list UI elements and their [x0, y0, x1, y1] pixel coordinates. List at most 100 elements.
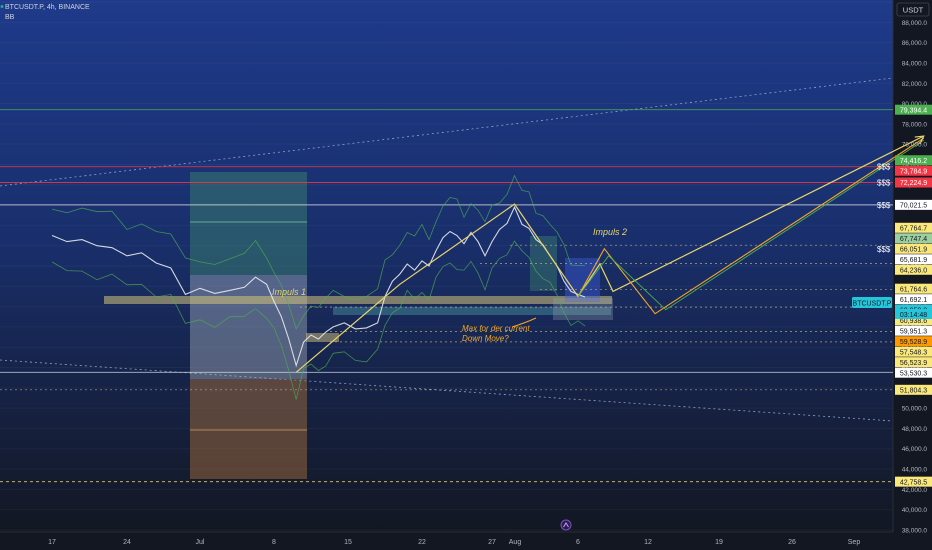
max-note-line-1: Max for der current [462, 324, 530, 333]
price-tag-label: 57,548.3 [900, 349, 927, 356]
projection-box-blue [565, 258, 600, 302]
price-tag [895, 336, 932, 347]
dollar-level-label: $$$ [877, 163, 891, 172]
price-tag [895, 283, 932, 294]
target-arrowhead [914, 135, 925, 145]
bollinger-bands [51, 174, 586, 400]
lower-demand-zone [306, 333, 339, 342]
price-tag-label: 51,804.3 [900, 387, 927, 394]
tradingview-logo-icon[interactable] [560, 519, 572, 531]
loss-zone-box [190, 379, 307, 479]
price-line [51, 205, 586, 368]
countdown-label: 03:14:48 [900, 312, 927, 319]
time-axis: 17 24 Jul 8 15 22 27 Aug 6 12 19 26 Sep [48, 539, 860, 546]
price-tag-label: 59,951.3 [900, 328, 927, 335]
price-tag [895, 199, 932, 210]
price-tag-label: 79,394.4 [900, 107, 927, 114]
profit-zone-box [190, 172, 307, 275]
lower-trendline [0, 359, 894, 422]
price-tag-label: 59,528.9 [900, 339, 927, 346]
time-tick-label: 8 [272, 539, 276, 546]
time-tick-label: Aug [509, 539, 522, 546]
price-tag [895, 294, 932, 305]
currency-button[interactable] [896, 2, 930, 17]
price-tag-label: 70,021.5 [900, 202, 927, 209]
price-tag [895, 165, 932, 176]
price-tag-label: 72,224.9 [900, 180, 927, 187]
price-tag-label: 56,523.9 [900, 360, 927, 367]
price-tag-label: 67,764.7 [900, 225, 927, 232]
dollar-level-label: $$$ [877, 201, 891, 210]
time-tick-label: 24 [123, 539, 131, 546]
price-tag [895, 476, 932, 487]
time-axis-background [0, 532, 893, 550]
time-tick-label: Sep [848, 539, 861, 546]
price-tag [895, 357, 932, 368]
price-tag [895, 243, 932, 254]
price-tag [895, 384, 932, 395]
projection-paths [295, 135, 925, 373]
price-tag-label: 61,764.6 [900, 286, 927, 293]
symbol-line[interactable]: BTCUSDT.P, 4h, BINANCE [5, 4, 90, 11]
price-tick-label: 76,000.0 [902, 142, 928, 149]
price-tag [895, 177, 932, 188]
price-tick-label: 84,000.0 [902, 60, 928, 67]
price-tag-label: 61,692.1 [900, 297, 927, 304]
price-tag [895, 155, 932, 166]
price-tag-label: 73,784.9 [900, 168, 927, 175]
current-symbol-tag [852, 297, 892, 308]
price-tag-label: 66,051.9 [900, 246, 927, 253]
price-tick-label: 88,000.0 [902, 20, 928, 27]
price-tag [895, 315, 932, 326]
dollar-level-labels: $$$ $$$ $$$ $$$ [877, 163, 891, 254]
projection-box-green [530, 236, 557, 291]
current-symbol-label: BTCUSDT.P [853, 301, 892, 308]
indicator-label[interactable]: BB [5, 14, 15, 21]
countdown-tag [895, 309, 932, 319]
alternative-projection-path [577, 137, 925, 315]
time-tick-label: 15 [344, 539, 352, 546]
dollar-level-label: $$$ [877, 178, 891, 187]
time-tick-label: 6 [576, 539, 580, 546]
price-tag-label: 42,758.5 [900, 479, 927, 486]
time-tick-label: Jul [196, 539, 205, 546]
impuls-2-label: Impuls 2 [593, 227, 627, 237]
projection-box-grey [553, 298, 613, 320]
price-tag-label: 60,938.6 [900, 318, 927, 325]
demand-zone [333, 307, 611, 315]
price-tick-label: 80,000.0 [902, 101, 928, 108]
risk-zone-box [190, 275, 307, 379]
price-tag [895, 367, 932, 378]
green-projection-path [577, 139, 925, 311]
current-price-marker: BTCUSDT.P 03:14:48 [852, 297, 932, 319]
price-tag [895, 222, 932, 233]
price-tick-label: 74,000.0 [902, 162, 928, 169]
time-tick-label: 22 [418, 539, 426, 546]
price-tag [895, 233, 932, 244]
price-tick-label: 86,000.0 [902, 40, 928, 47]
dollar-level-label: $$$ [877, 245, 891, 254]
bb-upper-band [51, 174, 585, 330]
max-note-arrow [511, 317, 537, 328]
price-tick-label: 42,000.0 [902, 487, 928, 494]
time-tick-label: 27 [488, 539, 496, 546]
price-tag [895, 254, 932, 265]
time-tick-label: 12 [644, 539, 652, 546]
currency-button-label[interactable]: USDT [903, 6, 924, 15]
price-tags: 79,394.4 74,416.2 73,784.9 72,224.9 70,021.5… [895, 104, 932, 487]
time-tick-label: 17 [48, 539, 56, 546]
time-tick-label: 19 [715, 539, 723, 546]
price-tick-label: 82,000.0 [902, 81, 928, 88]
plot-background [0, 0, 893, 532]
price-tag-label: 53,530.3 [900, 370, 927, 377]
bb-lower-band [51, 240, 586, 400]
price-tick-label: 44,000.0 [902, 467, 928, 474]
horizontal-levels [0, 109, 893, 483]
price-tick-label: 40,000.0 [902, 507, 928, 514]
price-tag-label: 64,236.0 [900, 267, 927, 274]
price-tag-label: 65,681.9 [900, 257, 927, 264]
impuls-1-label: Impuls 1 [272, 287, 306, 297]
price-tag-label: 74,416.2 [900, 158, 927, 165]
max-note-line-2: Down Move? [462, 334, 509, 343]
